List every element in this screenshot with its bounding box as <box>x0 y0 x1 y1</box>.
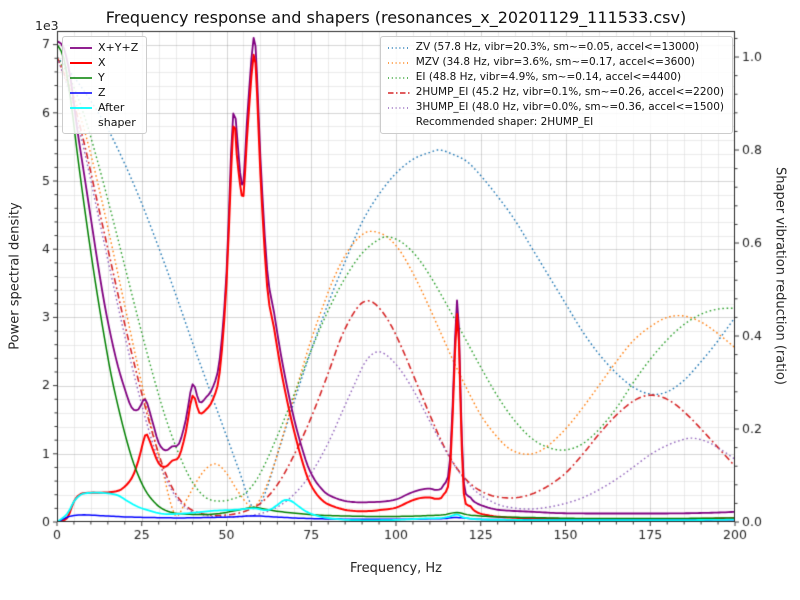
chart-title: Frequency response and shapers (resonanc… <box>105 8 687 27</box>
2hump-ei-legend-line <box>387 91 410 94</box>
x-legend-line <box>70 61 92 64</box>
after-shaper-legend-line <box>70 106 92 109</box>
zv-legend-line <box>387 46 410 49</box>
legend-item-mzv: MZV (34.8 Hz, vibr=3.6%, sm~=0.17, accel… <box>387 55 724 70</box>
legend-item-after-shaper: After shaper <box>69 100 138 130</box>
legend-label-ei: EI (48.8 Hz, vibr=4.9%, sm~=0.14, accel<… <box>415 71 682 83</box>
y-axis-offset-label: 1e3 <box>35 18 59 33</box>
legend-label-2hump-ei: 2HUMP_EI (45.2 Hz, vibr=0.1%, sm~=0.26, … <box>415 86 724 98</box>
legend-label-after-shaper: After shaper <box>98 101 136 129</box>
legend-label-z: Z <box>98 86 106 99</box>
legend-item-z: Z <box>69 85 138 100</box>
y-axis-left-label: Power spectral density <box>7 202 23 350</box>
y-axis-right-label: Shaper vibration reduction (ratio) <box>772 167 788 385</box>
z-legend-line <box>70 91 92 94</box>
legend-label-y: Y <box>98 71 105 84</box>
legend-item-recommended: Recommended shaper: 2HUMP_EI <box>387 115 724 130</box>
legend-item-x: X <box>69 55 138 70</box>
legend-label-zv: ZV (57.8 Hz, vibr=20.3%, sm~=0.05, accel… <box>415 41 700 53</box>
legend-label-x: X <box>98 56 106 69</box>
legend-label-3hump-ei: 3HUMP_EI (48.0 Hz, vibr=0.0%, sm~=0.36, … <box>415 101 724 113</box>
psd-legend: X+Y+Z X Y Z After shaper <box>62 36 148 134</box>
3hump-ei-legend-line <box>387 106 410 109</box>
legend-label-sum: X+Y+Z <box>98 41 139 54</box>
legend-item-ei: EI (48.8 Hz, vibr=4.9%, sm~=0.14, accel<… <box>387 70 724 85</box>
ei-legend-line <box>387 76 410 79</box>
x-axis-label: Frequency, Hz <box>349 561 443 576</box>
legend-label-mzv: MZV (34.8 Hz, vibr=3.6%, sm~=0.17, accel… <box>415 56 695 68</box>
sum-legend-line <box>70 46 92 49</box>
y-legend-line <box>70 76 92 79</box>
legend-item-3hump-ei: 3HUMP_EI (48.0 Hz, vibr=0.0%, sm~=0.36, … <box>387 100 724 115</box>
legend-spacer <box>387 115 411 125</box>
mzv-legend-line <box>387 61 410 64</box>
shaper-legend: ZV (57.8 Hz, vibr=20.3%, sm~=0.05, accel… <box>379 36 733 134</box>
legend-item-sum: X+Y+Z <box>69 40 138 55</box>
recommended-shaper-note: Recommended shaper: 2HUMP_EI <box>415 116 594 128</box>
legend-item-2hump-ei: 2HUMP_EI (45.2 Hz, vibr=0.1%, sm~=0.26, … <box>387 85 724 100</box>
legend-item-y: Y <box>69 70 138 85</box>
legend-item-zv: ZV (57.8 Hz, vibr=20.3%, sm~=0.05, accel… <box>387 40 724 55</box>
